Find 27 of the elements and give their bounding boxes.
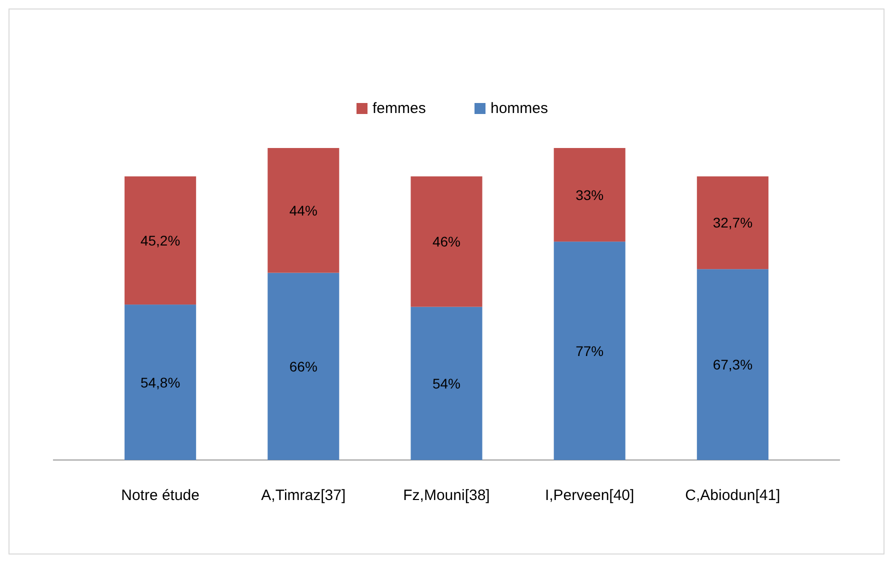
- data-label: 44%: [289, 202, 318, 218]
- bar: [696, 176, 768, 270]
- bar: [410, 176, 482, 307]
- data-label: 46%: [432, 234, 461, 250]
- data-label: 33%: [576, 186, 604, 203]
- bar: [554, 148, 626, 242]
- data-label: 32,7%: [712, 214, 753, 231]
- x-tick-label: I,Perveen[40]: [544, 487, 634, 504]
- bar: [268, 272, 340, 460]
- data-label: 67,3%: [712, 356, 753, 373]
- legend-label: hommes: [490, 100, 548, 117]
- bar: [554, 242, 626, 460]
- legend-label: femmes: [372, 100, 426, 117]
- bar: [124, 304, 196, 460]
- data-label: 45,2%: [140, 232, 180, 248]
- bar: [696, 269, 768, 460]
- data-label: 54%: [432, 375, 461, 392]
- x-tick-label: A,Timraz[37]: [261, 487, 346, 504]
- data-label: 54,8%: [140, 374, 180, 390]
- x-tick-label: Notre étude: [121, 487, 200, 504]
- data-label: 66%: [289, 358, 318, 374]
- bar: [410, 306, 482, 460]
- bar: [268, 148, 340, 273]
- bar: [124, 176, 196, 305]
- x-tick-label: C,Abiodun[41]: [685, 487, 780, 504]
- data-label: 77%: [576, 342, 604, 359]
- x-tick-label: Fz,Mouni[38]: [403, 487, 490, 504]
